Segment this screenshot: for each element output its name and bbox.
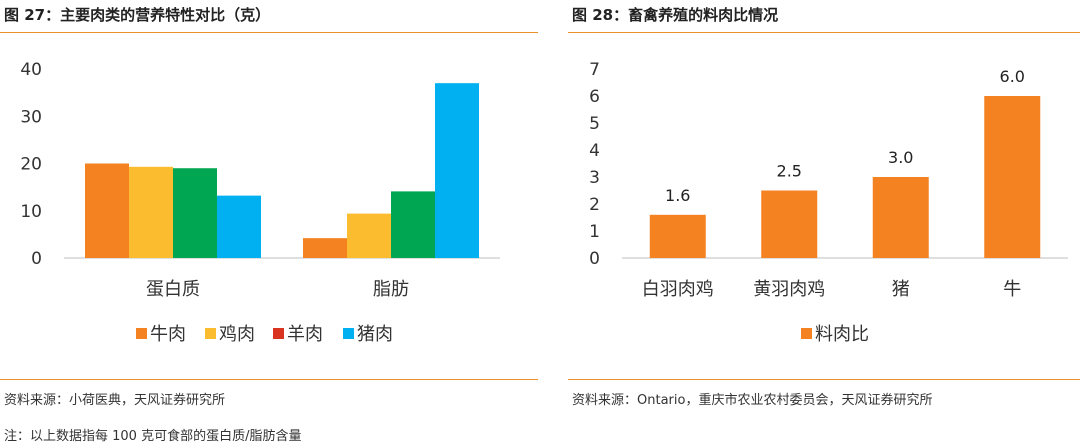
y-tick-label: 6 (589, 87, 600, 107)
y-tick-label: 4 (589, 141, 600, 161)
legend-label: 料肉比 (815, 324, 869, 345)
bar-0 (649, 214, 706, 258)
bar-0-2 (173, 168, 217, 258)
left-title-rule (0, 32, 538, 33)
y-tick-label: 2 (589, 195, 600, 215)
x-category-label: 黄羽肉鸡 (753, 279, 825, 300)
y-tick-label: 1 (589, 222, 600, 242)
left-chart-note: 注：以上数据指每 100 克可食部的蛋白质/脂肪含量 (4, 429, 302, 444)
y-tick-label: 3 (589, 168, 600, 188)
right-chart-source: 资料来源：Ontario，重庆市农业农村委员会，天风证券研究所 (572, 393, 933, 408)
right-title-rule (568, 32, 1080, 33)
legend-swatch (273, 328, 284, 339)
x-category-label: 蛋白质 (146, 279, 200, 300)
bar-0-1 (129, 166, 173, 258)
legend-swatch (136, 328, 147, 339)
x-category-label: 白羽肉鸡 (642, 279, 714, 300)
data-label: 2.5 (777, 162, 802, 181)
left-chart-panel: 图 27：主要肉类的营养特性对比（克） 0 10 20 30 40 蛋白质 脂肪牛肉 鸡肉 羊肉… (0, 0, 538, 410)
bar-1-0 (303, 238, 347, 258)
data-label: 3.0 (888, 148, 913, 167)
x-category-label: 脂肪 (373, 279, 409, 300)
bar-1-2 (391, 191, 435, 258)
left-chart-source: 资料来源：小荷医典，天风证券研究所 (4, 393, 226, 408)
bar-3 (984, 96, 1041, 258)
y-tick-label: 20 (20, 155, 42, 175)
legend-label: 猪肉 (357, 324, 393, 345)
legend-label: 鸡肉 (219, 324, 255, 345)
x-category-label: 牛 (1003, 279, 1021, 300)
left-source-rule (0, 379, 538, 380)
y-tick-label: 40 (20, 60, 42, 80)
right-source-rule (568, 379, 1080, 380)
legend-swatch (801, 328, 812, 339)
left-chart-title: 图 27：主要肉类的营养特性对比（克） (4, 6, 271, 24)
y-tick-label: 0 (31, 249, 42, 269)
x-category-label: 猪 (892, 279, 910, 300)
data-label: 1.6 (665, 186, 690, 205)
right-chart-title: 图 28：畜禽养殖的料肉比情况 (572, 6, 779, 24)
bar-1 (761, 190, 818, 258)
bar-0-0 (85, 163, 129, 258)
y-tick-label: 7 (589, 60, 600, 80)
bar-0-3 (217, 195, 261, 258)
legend-swatch (343, 328, 354, 339)
data-label: 6.0 (1000, 67, 1025, 86)
y-tick-label: 5 (589, 114, 600, 134)
y-tick-label: 30 (20, 107, 42, 127)
bar-1-1 (347, 213, 391, 258)
y-tick-label: 0 (589, 249, 600, 269)
bar-1-3 (435, 83, 479, 258)
legend-label: 羊肉 (287, 324, 323, 345)
y-tick-label: 10 (20, 202, 42, 222)
legend-label: 牛肉 (150, 324, 186, 345)
legend-swatch (205, 328, 216, 339)
bar-2 (872, 177, 929, 258)
right-chart-panel: 图 28：畜禽养殖的料肉比情况 0 1 2 3 4 5 6 7 1.6 白羽肉鸡 2.5 黄羽肉鸡 3.… (568, 0, 1080, 410)
